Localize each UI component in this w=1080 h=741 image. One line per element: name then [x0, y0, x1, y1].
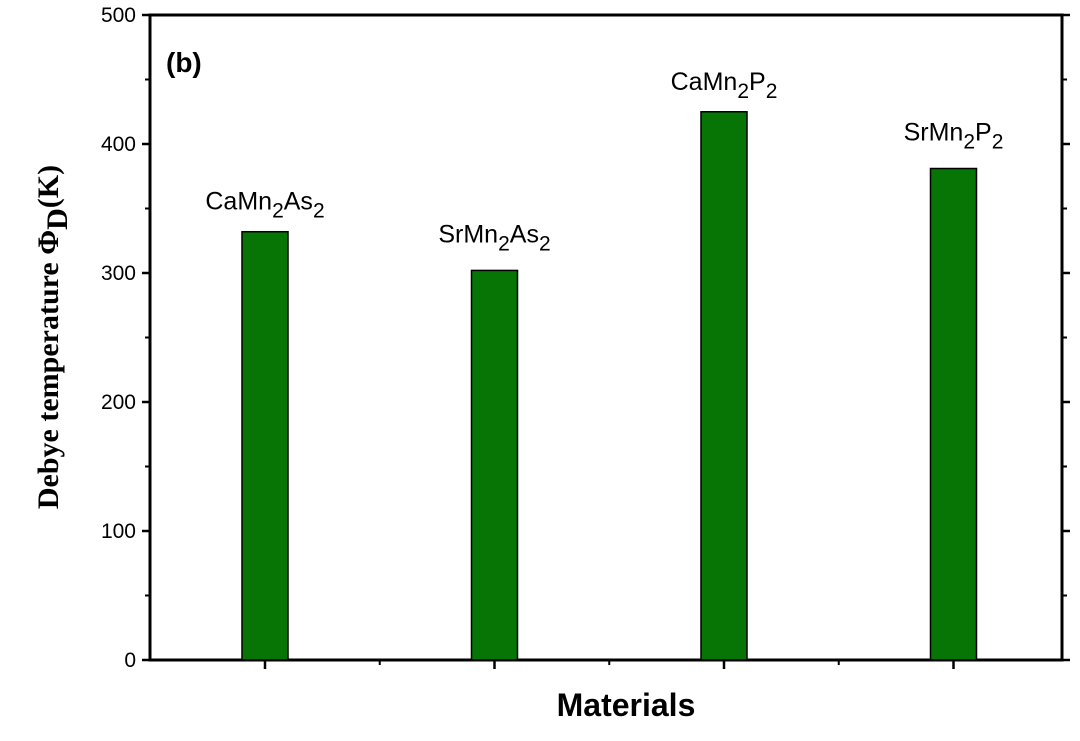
y-tick-label: 200 — [101, 391, 136, 414]
bar-label: SrMn2P2 — [904, 119, 1004, 154]
bar — [929, 167, 978, 661]
bar-label: CaMn2P2 — [671, 68, 778, 103]
bars — [241, 111, 978, 661]
y-tick-label: 0 — [124, 649, 136, 672]
bar — [241, 230, 289, 661]
y-tick-label: 400 — [101, 133, 136, 156]
y-tick-label: 500 — [101, 4, 136, 27]
y-tick-label: 100 — [101, 520, 136, 543]
x-axis-ticks — [263, 660, 955, 669]
bar — [700, 111, 748, 661]
y-tick-label: 300 — [101, 262, 136, 285]
bar-label: SrMn2As2 — [438, 220, 550, 255]
y-axis-title-unit: (K) — [32, 165, 65, 208]
y-axis-title: Debye temperature ΦD(K) — [32, 165, 74, 509]
y-axis-ticks: 0 100 200 300 400 500 — [101, 4, 1070, 672]
bar-labels: CaMn2As2 SrMn2As2 CaMn2P2 SrMn2P2 — [205, 68, 1003, 256]
bar — [470, 269, 519, 661]
y-axis-title-sub: D — [41, 208, 74, 230]
bar-label: CaMn2As2 — [205, 188, 324, 223]
panel-label: (b) — [166, 47, 202, 78]
y-axis-title-main: Debye temperature Φ — [32, 230, 65, 509]
x-axis-title: Materials — [557, 687, 696, 723]
